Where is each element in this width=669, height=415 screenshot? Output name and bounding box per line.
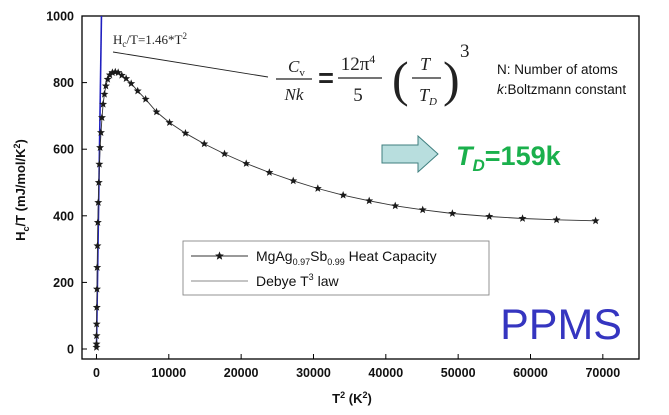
- heat-capacity-point: [313, 184, 322, 192]
- y-tick-label: 0: [67, 343, 74, 357]
- heat-capacity-point: [141, 95, 150, 103]
- x-tick-label: 20000: [224, 366, 259, 380]
- note-boltzmann-constant: k:Boltzmann constant: [497, 82, 626, 97]
- heat-capacity-point: [289, 176, 298, 185]
- heat-capacity-point: [552, 215, 561, 224]
- x-tick-label: 0: [93, 366, 100, 380]
- legend-box: [182, 240, 490, 296]
- heat-capacity-point: [485, 212, 494, 220]
- heat-capacity-point: [92, 331, 101, 340]
- heat-capacity-point: [181, 129, 190, 137]
- debye-formula: Cv Nk = 12π4 5 ( T TD ) 3: [276, 41, 470, 108]
- legend-star-icon: [215, 251, 224, 260]
- heat-capacity-point: [265, 168, 274, 176]
- legend-debye-label: Debye T3 law: [256, 272, 339, 289]
- heat-capacity-point: [339, 190, 348, 199]
- heat-capacity-point: [92, 339, 101, 348]
- heat-capacity-point: [518, 214, 527, 222]
- heat-capacity-point: [92, 319, 101, 328]
- heat-capacity-point: [448, 209, 457, 217]
- formula-lhs-denominator: Nk: [284, 85, 304, 104]
- heat-capacity-point: [114, 68, 123, 77]
- heat-capacity-point: [220, 149, 229, 158]
- x-tick-label: 40000: [368, 366, 403, 380]
- y-tick-label: 400: [53, 209, 74, 223]
- heat-capacity-point: [92, 343, 101, 351]
- formula-rhs-denominator: 5: [353, 85, 363, 106]
- x-tick-label: 10000: [151, 366, 186, 380]
- formula-power: 3: [460, 41, 470, 62]
- formula-equals: =: [318, 63, 334, 93]
- y-axis-ticks: 0 200 400 600 800 1000: [46, 10, 87, 357]
- heat-capacity-point: [200, 139, 209, 148]
- heat-capacity-point: [242, 159, 251, 167]
- fit-label: Hc/T=1.46*T2: [113, 31, 187, 49]
- heat-capacity-point: [93, 263, 102, 271]
- heat-capacity-point: [100, 90, 109, 98]
- x-tick-label: 70000: [585, 366, 620, 380]
- fit-label-pointer: [112, 51, 269, 78]
- heat-capacity-point: [105, 70, 114, 79]
- heat-capacity-point: [133, 86, 142, 95]
- heat-capacity-point: [97, 113, 106, 121]
- plot-frame: [81, 15, 640, 360]
- legend: MgAg0.97Sb0.99 Heat Capacity Debye T3 la…: [182, 240, 490, 296]
- formula-left-paren: (: [392, 51, 409, 107]
- heat-capacity-point: [92, 303, 101, 311]
- y-tick-label: 200: [53, 276, 74, 290]
- heat-capacity-point: [92, 284, 101, 293]
- x-tick-label: 30000: [296, 366, 331, 380]
- formula-rhs-numerator: 12π4: [341, 52, 376, 75]
- heat-capacity-point: [418, 205, 427, 214]
- legend-heat-capacity-label: MgAg0.97Sb0.99 Heat Capacity: [256, 248, 437, 267]
- x-tick-label: 50000: [441, 366, 476, 380]
- heat-capacity-point: [391, 201, 400, 210]
- x-axis-title: T2 (K2): [332, 390, 372, 406]
- x-tick-label: 60000: [513, 366, 548, 380]
- debye-temperature-label: TD=159k: [456, 141, 562, 175]
- y-axis-title: Hc/T (mJ/mol/K2): [12, 139, 31, 241]
- y-tick-label: 800: [53, 76, 74, 90]
- formula-right-paren: ): [443, 51, 460, 107]
- note-number-of-atoms: N: Number of atoms: [497, 62, 618, 77]
- heat-capacity-point: [96, 128, 105, 136]
- heat-capacity-point: [365, 196, 374, 205]
- heat-capacity-point: [99, 100, 108, 108]
- series-heat-capacity-markers: [92, 67, 600, 351]
- heat-capacity-point: [103, 75, 112, 83]
- heat-capacity-point: [152, 107, 161, 116]
- heat-capacity-point: [93, 241, 102, 250]
- instrument-label: PPMS: [500, 301, 622, 349]
- heat-capacity-point: [93, 218, 102, 226]
- heat-capacity-point: [591, 216, 600, 225]
- heat-capacity-point: [127, 79, 136, 87]
- plot-area: [92, 15, 600, 351]
- heat-capacity-point: [165, 118, 174, 126]
- right-arrow-icon: [381, 134, 439, 174]
- heat-capacity-point: [95, 159, 104, 168]
- y-tick-label: 600: [53, 143, 74, 157]
- heat-capacity-point: [94, 178, 103, 186]
- heat-capacity-point: [108, 68, 117, 77]
- y-tick-label: 1000: [46, 10, 74, 24]
- heat-capacity-point: [94, 198, 103, 206]
- heat-capacity-point: [101, 81, 110, 90]
- x-axis-ticks: 0 10000 20000 30000 40000 50000 60000 70000: [93, 354, 620, 380]
- formula-lhs-numerator: Cv: [288, 57, 305, 79]
- formula-fraction-numerator: T: [420, 54, 432, 74]
- heat-capacity-point: [96, 143, 105, 151]
- heat-capacity-point: [117, 71, 126, 79]
- formula-fraction-denominator: TD: [419, 85, 437, 108]
- heat-capacity-point: [122, 74, 131, 82]
